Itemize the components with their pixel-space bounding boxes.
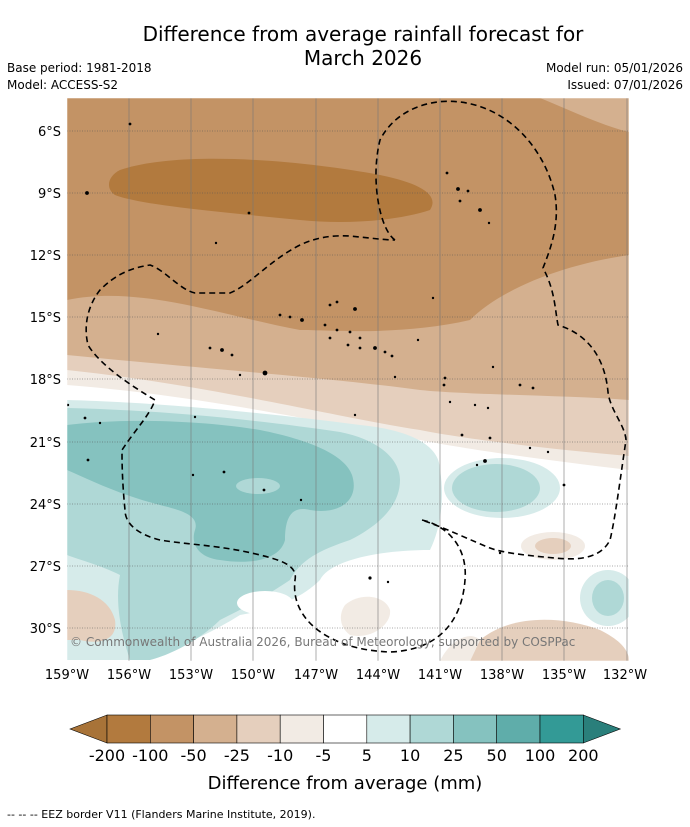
title-line-1: Difference from average rainfall forecas…	[142, 22, 584, 46]
meridians	[128, 98, 628, 661]
lon-label: 144°W	[356, 668, 400, 683]
colorbar-segment	[539, 714, 584, 744]
colorbar-segment	[409, 714, 454, 744]
lon-labels: 159°W 156°W 153°W 150°W 147°W 144°W 141°…	[45, 668, 647, 683]
colorbar-tick-label: 25	[443, 746, 463, 765]
colorbar-tick-label: -10	[267, 746, 293, 765]
lat-label: 30°S	[30, 622, 61, 637]
lon-label: 150°W	[231, 668, 275, 683]
dry-patch-bottom	[470, 619, 629, 661]
lon-label: 159°W	[45, 668, 89, 683]
lat-label: 6°S	[38, 125, 61, 140]
colorbar-extend-high	[582, 714, 622, 744]
colorbar-tick-label: 10	[400, 746, 420, 765]
colorbar-tick-label: -200	[89, 746, 125, 765]
model-run: Model run: 05/01/2026	[545, 61, 683, 75]
colorbar-segment	[106, 714, 151, 744]
colorbar-tick-label: 100	[525, 746, 556, 765]
lon-label: 156°W	[107, 668, 151, 683]
colorbar-segment	[453, 714, 497, 744]
dry-patch-sw	[67, 590, 116, 642]
colorbar-segment	[366, 714, 411, 744]
lat-label: 15°S	[30, 311, 61, 326]
lon-label: 132°W	[603, 668, 647, 683]
lat-label: 12°S	[30, 249, 61, 264]
lat-label: 9°S	[38, 187, 61, 202]
eez-legend: -- -- -- EEZ border V11 (Flanders Marine…	[7, 808, 316, 821]
neutral-patch	[237, 591, 293, 615]
eez-border-main	[85, 100, 627, 653]
lon-label: 138°W	[480, 668, 524, 683]
title-line-2: March 2026	[303, 46, 423, 70]
lon-label: 135°W	[542, 668, 586, 683]
lon-label: 153°W	[169, 668, 213, 683]
meta-right: Model run: 05/01/2026 Issued: 07/01/2026	[546, 60, 683, 94]
colorbar-tick-label: 50	[487, 746, 507, 765]
dry-patch-bottom-outer	[440, 636, 480, 661]
colorbar: -200 -100 -50 -25 -10 -5 5 10 25 50 100 200 Differe…	[69, 714, 622, 794]
issued-date: Issued: 07/01/2026	[567, 78, 683, 92]
rainfall-map: © Commonwealth of Australia 2026, Bureau…	[67, 98, 629, 661]
meta-left: Base period: 1981-2018 Model: ACCESS-S2	[7, 60, 152, 94]
colorbar-tick-label: -100	[132, 746, 168, 765]
wet-oval-east-inner	[452, 464, 540, 512]
lon-label: 141°W	[418, 668, 462, 683]
dry-patch-east-inner	[535, 538, 571, 554]
lat-label: 21°S	[30, 436, 61, 451]
lat-labels: 6°S 9°S 12°S 15°S 18°S 21°S 24°S 27°S 30…	[30, 125, 61, 637]
colorbar-tick-label: -50	[181, 746, 207, 765]
colorbar-segment	[193, 714, 238, 744]
lon-label: 147°W	[294, 668, 338, 683]
colorbar-tick-label: 5	[362, 746, 372, 765]
colorbar-segment	[279, 714, 324, 744]
colorbar-tick-label: -5	[316, 746, 332, 765]
colorbar-label: Difference from average (mm)	[208, 773, 483, 794]
colorbar-segment	[150, 714, 194, 744]
copyright: © Commonwealth of Australia 2026, Bureau…	[70, 635, 575, 649]
islands	[67, 122, 566, 584]
colorbar-tick-label: 200	[568, 746, 599, 765]
wet-hole	[236, 478, 280, 494]
grid	[67, 130, 629, 629]
map-title: Difference from average rainfall forecas…	[0, 22, 690, 70]
band-100-200-dry	[108, 158, 433, 222]
colorbar-segment	[236, 714, 281, 744]
base-period: Base period: 1981-2018	[7, 61, 152, 75]
lat-label: 27°S	[30, 560, 61, 575]
map-frame	[66, 97, 630, 662]
band-25-50-wet	[67, 420, 354, 562]
colorbar-tick-label: -25	[224, 746, 250, 765]
wet-patch-se-inner	[592, 580, 624, 616]
model-name: Model: ACCESS-S2	[7, 78, 119, 92]
colorbar-segment	[323, 714, 368, 744]
lat-label: 24°S	[30, 498, 61, 513]
lat-label: 18°S	[30, 373, 61, 388]
colorbar-segment	[496, 714, 541, 744]
colorbar-extend-low	[69, 714, 108, 744]
